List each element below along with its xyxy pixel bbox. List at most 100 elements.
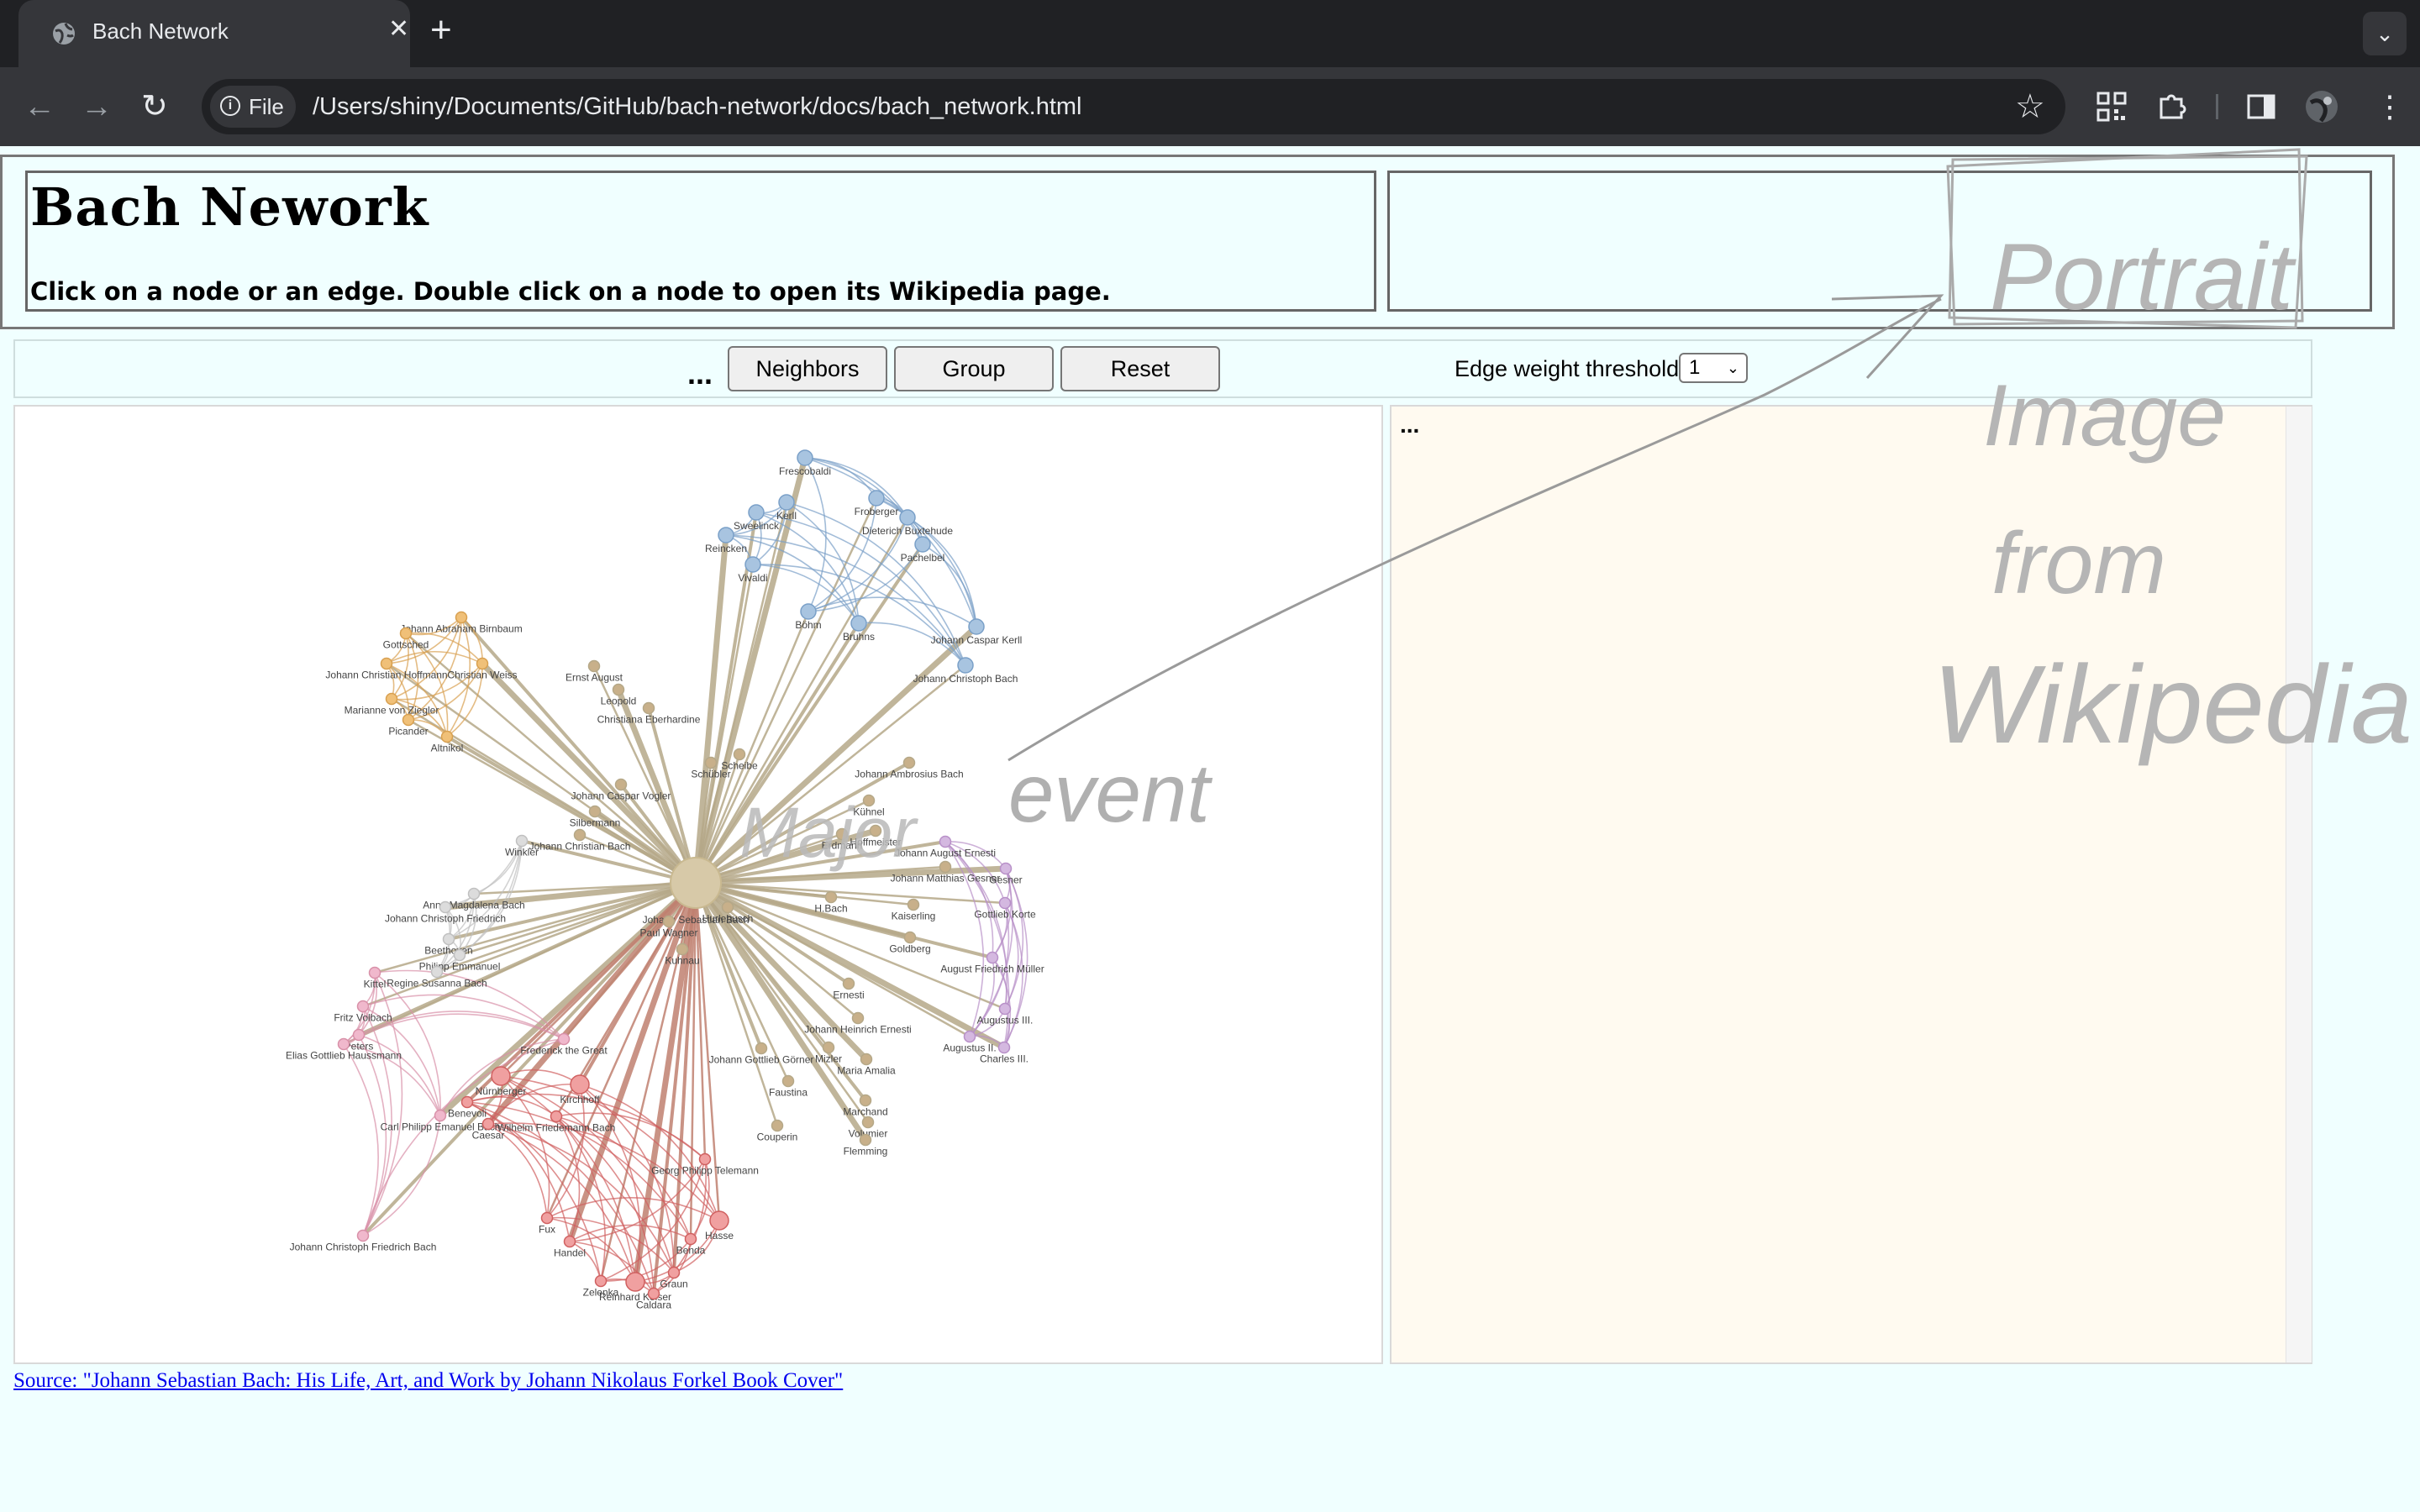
graph-node[interactable]: [902, 756, 916, 769]
graph-node[interactable]: [957, 657, 974, 674]
graph-node[interactable]: [442, 932, 455, 946]
graph-edge[interactable]: [694, 564, 755, 884]
graph-node[interactable]: [698, 1152, 712, 1166]
graph-node[interactable]: [899, 509, 916, 526]
graph-node[interactable]: [612, 683, 625, 696]
graph-node[interactable]: [859, 1094, 872, 1107]
graph-edge[interactable]: [555, 1116, 581, 1242]
graph-edge[interactable]: [695, 799, 870, 885]
graph-node[interactable]: [755, 1042, 768, 1055]
graph-node[interactable]: [455, 611, 468, 624]
graph-edge[interactable]: [448, 840, 523, 940]
reset-button[interactable]: Reset: [1060, 346, 1220, 391]
graph-node[interactable]: [380, 657, 393, 670]
graph-edge[interactable]: [386, 663, 410, 721]
graph-edge[interactable]: [752, 564, 966, 666]
graph-edge[interactable]: [858, 622, 966, 666]
graph-node[interactable]: [718, 527, 734, 543]
graph-edge[interactable]: [969, 957, 995, 1037]
threshold-select[interactable]: 1 ⌄: [1679, 353, 1748, 383]
graph-edge[interactable]: [804, 457, 827, 612]
graph-edge[interactable]: [466, 1101, 655, 1294]
graph-node[interactable]: [997, 1041, 1011, 1054]
graph-edge[interactable]: [358, 972, 377, 1036]
graph-edge[interactable]: [695, 881, 1006, 905]
graph-edge[interactable]: [693, 880, 869, 1062]
graph-node[interactable]: [550, 1110, 563, 1123]
graph-edge[interactable]: [695, 881, 914, 906]
graph-node[interactable]: [440, 730, 454, 743]
graph-edge[interactable]: [804, 457, 923, 545]
graph-edge[interactable]: [695, 881, 993, 959]
tab-search-button[interactable]: ⌄: [2363, 12, 2407, 55]
source-link[interactable]: Source: "Johann Sebastian Bach: His Life…: [13, 1369, 844, 1392]
graph-edge[interactable]: [876, 497, 977, 627]
graph-edge[interactable]: [408, 617, 462, 721]
graph-edge[interactable]: [362, 1115, 441, 1236]
graph-node[interactable]: [998, 1002, 1012, 1016]
graph-node[interactable]: [662, 915, 676, 928]
graph-node[interactable]: [434, 1109, 447, 1122]
graph-edge[interactable]: [752, 564, 860, 624]
graph-node[interactable]: [439, 900, 452, 914]
graph-node[interactable]: [402, 713, 415, 727]
graph-edge[interactable]: [694, 611, 810, 884]
graph-edge[interactable]: [405, 633, 449, 738]
graph-edge[interactable]: [436, 881, 697, 974]
graph-edge[interactable]: [448, 881, 697, 941]
forward-icon[interactable]: →: [81, 89, 113, 124]
graph-node[interactable]: [859, 1133, 872, 1147]
graph-edge[interactable]: [695, 881, 1006, 1011]
graph-edge[interactable]: [362, 972, 403, 1236]
graph-edge[interactable]: [362, 1005, 441, 1116]
graph-edge[interactable]: [992, 957, 1012, 1048]
graph-node[interactable]: [356, 1229, 370, 1242]
graph-node[interactable]: [822, 1041, 835, 1054]
graph-node[interactable]: [835, 827, 849, 841]
graph-edge[interactable]: [546, 1217, 636, 1283]
graph-node[interactable]: [914, 536, 931, 553]
graph-edge[interactable]: [391, 698, 448, 738]
graph-edge[interactable]: [386, 650, 483, 664]
graph-edge[interactable]: [695, 865, 1007, 886]
graph-edge[interactable]: [446, 617, 471, 738]
graph-edge[interactable]: [343, 1043, 441, 1116]
graph-node[interactable]: [684, 1232, 697, 1246]
graph-node[interactable]: [368, 966, 381, 979]
graph-node[interactable]: [733, 748, 746, 761]
graph-edge[interactable]: [405, 633, 697, 884]
profile-avatar-icon[interactable]: [2304, 89, 2339, 124]
graph-edge[interactable]: [500, 1075, 675, 1273]
graph-node[interactable]: [721, 900, 734, 914]
graph-edge[interactable]: [693, 881, 868, 1142]
graph-edge[interactable]: [944, 841, 985, 1037]
graph-edge[interactable]: [362, 994, 565, 1040]
graph-node[interactable]: [515, 834, 529, 848]
graph-edge[interactable]: [694, 881, 867, 1102]
graph-node[interactable]: [453, 948, 466, 962]
graph-edge[interactable]: [578, 882, 697, 1085]
graph-node[interactable]: [587, 659, 601, 673]
graph-node[interactable]: [704, 756, 718, 769]
graph-edge[interactable]: [358, 1034, 441, 1116]
graph-node[interactable]: [563, 1235, 576, 1248]
group-button[interactable]: Group: [894, 346, 1054, 391]
graph-edge[interactable]: [755, 512, 966, 666]
graph-edge[interactable]: [500, 1075, 720, 1221]
graph-edge[interactable]: [343, 1043, 379, 1236]
graph-node[interactable]: [647, 1287, 660, 1300]
graph-node[interactable]: [481, 1117, 495, 1131]
graph-edge[interactable]: [786, 501, 860, 624]
graph-edge[interactable]: [480, 661, 698, 885]
graph-edge[interactable]: [555, 1116, 655, 1294]
graph-node[interactable]: [642, 701, 655, 715]
graph-edge[interactable]: [694, 882, 763, 1049]
graph-node[interactable]: [999, 862, 1013, 875]
graph-node[interactable]: [861, 1116, 875, 1129]
graph-node[interactable]: [385, 692, 398, 706]
graph-edge[interactable]: [755, 512, 860, 624]
graph-node[interactable]: [352, 1028, 366, 1042]
graph-node[interactable]: [907, 898, 920, 911]
